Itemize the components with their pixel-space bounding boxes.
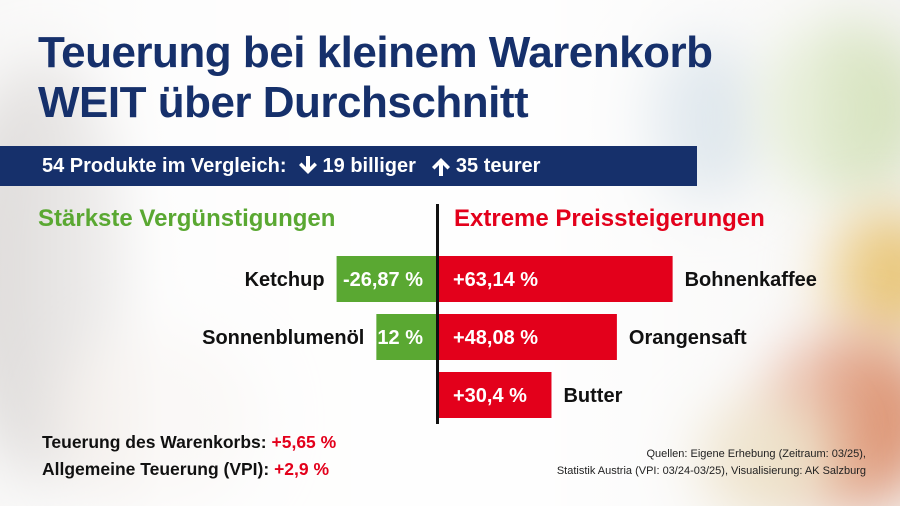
basket-value: +5,65 % [271, 432, 337, 452]
bar-category-label: Ketchup [245, 269, 325, 291]
page-title: Teuerung bei kleinem Warenkorb WEIT über… [38, 28, 713, 128]
arrow-down-icon [298, 156, 317, 176]
arrow-up-icon [431, 156, 450, 176]
center-divider [436, 204, 439, 424]
basket-inflation: Teuerung des Warenkorbs: +5,65 % [42, 432, 336, 453]
bar-decrease [336, 256, 436, 302]
source-line-2: Statistik Austria (VPI: 03/24-03/25), Vi… [556, 465, 866, 477]
title-line-1: Teuerung bei kleinem Warenkorb [38, 28, 713, 77]
cpi-label: Allgemeine Teuerung (VPI): [42, 459, 270, 479]
bar-decrease [376, 314, 436, 360]
bar-increase [439, 256, 673, 302]
heading-increases: Extreme Preissteigerungen [454, 205, 765, 232]
cpi-inflation: Allgemeine Teuerung (VPI): +2,9 % [42, 459, 329, 480]
bar-value-label: +30,4 % [453, 385, 527, 407]
summary-lead: 54 Produkte im Vergleich: [42, 154, 287, 177]
basket-label: Teuerung des Warenkorbs: [42, 432, 267, 452]
bar-category-label: Butter [563, 385, 622, 407]
title-line-2: WEIT über Durchschnitt [38, 78, 529, 127]
sources: Quellen: Eigene Erhebung (Zeitraum: 03/2… [506, 446, 866, 480]
bar-value-label: +63,14 % [453, 269, 538, 291]
bar-increase [439, 314, 617, 360]
summary-bar: 54 Produkte im Vergleich: 19 billiger 35… [0, 146, 697, 186]
summary-cheaper: 19 billiger [322, 154, 416, 177]
bar-value-label: -16,12 % [343, 327, 423, 349]
heading-decreases: Stärkste Vergünstigungen [38, 205, 336, 232]
bar-category-label: Bohnenkaffee [685, 269, 817, 291]
bar-value-label: -26,87 % [343, 269, 423, 291]
bar-value-label: +48,08 % [453, 327, 538, 349]
bar-category-label: Orangensaft [629, 327, 747, 349]
summary-pricier: 35 teurer [455, 154, 541, 177]
bar-increase [439, 372, 552, 418]
cpi-value: +2,9 % [274, 459, 330, 479]
source-line-1: Quellen: Eigene Erhebung (Zeitraum: 03/2… [646, 448, 866, 460]
bar-category-label: Sonnenblumenöl [202, 327, 364, 349]
